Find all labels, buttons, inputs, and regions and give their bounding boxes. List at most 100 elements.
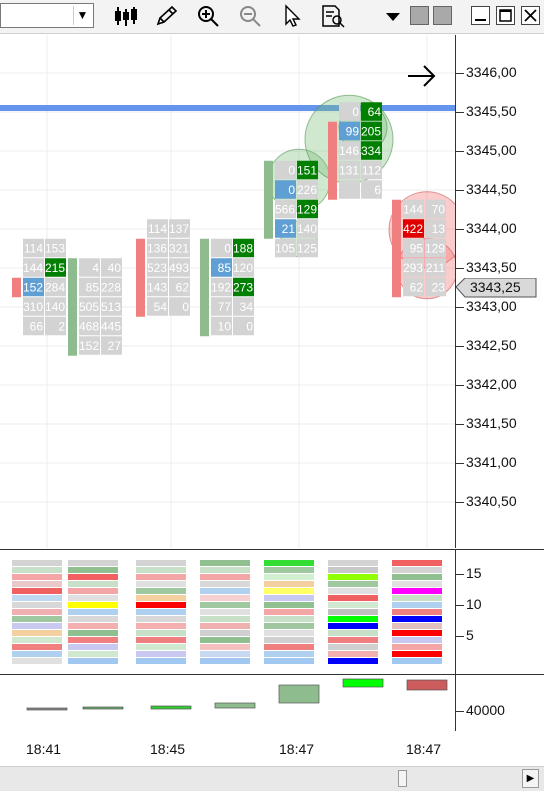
indicator-bar (342, 678, 384, 688)
volume-stack[interactable] (200, 560, 250, 664)
price-label: 3340,50 (466, 493, 517, 509)
bid-cell (211, 238, 232, 258)
bid-cell (403, 238, 424, 258)
delta-indicator-panel[interactable] (0, 674, 455, 731)
bid-volume: 152 (23, 280, 43, 294)
ask-cell (233, 297, 254, 316)
price-label: 3343,50 (466, 259, 517, 275)
ask-volume: 0 (182, 300, 189, 314)
ask-cell (45, 238, 66, 258)
pencil-icon[interactable] (154, 4, 180, 28)
bid-volume: 143 (147, 280, 167, 294)
bid-cell (275, 219, 296, 238)
bid-volume: 105 (275, 241, 295, 255)
volume-segment (12, 630, 62, 636)
indicator-axis: 40000 (455, 674, 544, 731)
ask-volume: 112 (362, 163, 381, 177)
ask-cell (45, 297, 66, 316)
ask-cell (361, 160, 382, 180)
candle-body (392, 199, 401, 298)
volume-stack[interactable] (68, 560, 118, 664)
bid-cell (79, 297, 100, 316)
bid-volume: 566 (275, 202, 295, 216)
ask-volume: 64 (368, 105, 382, 119)
scroll-right-arrow-icon[interactable]: ▶ (522, 769, 539, 788)
data-box-icon[interactable] (320, 4, 346, 28)
volume-stack[interactable] (392, 560, 442, 664)
volume-segment (200, 567, 250, 573)
bid-cell (211, 258, 232, 277)
volume-segment (264, 602, 314, 608)
bid-cell (79, 258, 100, 277)
price-tick (456, 73, 464, 74)
volume-stack[interactable] (12, 560, 62, 664)
bid-cell (79, 277, 100, 297)
volume-stack[interactable] (136, 560, 186, 664)
bid-cell (147, 277, 168, 297)
volume-segment (12, 651, 62, 657)
pointer-icon[interactable] (280, 4, 306, 28)
volume-tick (456, 574, 464, 575)
horizontal-scrollbar[interactable]: ▶ (0, 766, 544, 791)
time-label: 18:47 (406, 741, 442, 757)
volume-segment (328, 651, 378, 657)
volume-segment (264, 560, 314, 566)
minimize-icon[interactable] (471, 6, 490, 25)
volume-segment (264, 609, 314, 615)
ask-volume: 120 (233, 261, 253, 275)
zoom-in-icon[interactable] (196, 4, 222, 28)
volume-segment (200, 658, 250, 664)
candlestick-icon[interactable] (113, 4, 139, 28)
volume-segment (136, 574, 186, 580)
volume-segment (264, 651, 314, 657)
ask-cell (101, 297, 122, 316)
ask-cell (233, 277, 254, 297)
volume-segment (12, 560, 62, 566)
zoom-out-icon[interactable] (238, 4, 264, 28)
price-tick (456, 268, 464, 269)
ask-cell (45, 258, 66, 277)
window-square-2-icon[interactable] (433, 6, 452, 25)
bid-cell (275, 160, 296, 180)
chevron-down-icon[interactable]: ▼ (73, 6, 91, 25)
instrument-combo[interactable]: ▼ (0, 3, 94, 28)
ask-cell (169, 297, 190, 316)
indicator-bar (406, 679, 448, 691)
volume-stack[interactable] (264, 560, 314, 664)
candle-body (136, 238, 145, 317)
ask-volume: 34 (240, 300, 254, 314)
volume-segment (136, 637, 186, 643)
ask-cell (361, 141, 382, 160)
price-level-line[interactable] (0, 105, 455, 111)
volume-profile-panel[interactable] (0, 549, 455, 674)
ask-cell (297, 199, 318, 219)
ask-volume: 70 (432, 202, 446, 216)
ask-volume: 137 (169, 222, 189, 236)
window-square-icon[interactable] (410, 6, 429, 25)
volume-segment (200, 581, 250, 587)
volume-segment (200, 623, 250, 629)
volume-segment (328, 644, 378, 650)
volume-segment (392, 588, 442, 594)
indicator-tick (456, 711, 464, 712)
scroll-thumb[interactable] (398, 770, 407, 787)
maximize-icon[interactable] (496, 6, 515, 25)
ask-cell (233, 258, 254, 277)
arrow-right-icon[interactable] (406, 62, 438, 90)
current-price-label: 3343,25 (470, 279, 521, 295)
close-icon[interactable] (521, 6, 540, 25)
ask-volume: 140 (297, 222, 317, 236)
dropdown-icon[interactable] (381, 4, 407, 28)
volume-segment (264, 567, 314, 573)
price-label: 3343,00 (466, 298, 517, 314)
price-axis[interactable]: 3346,00 3345,50 3345,00 3344,50 3344,00 3343,… (455, 35, 544, 548)
volume-stack[interactable] (328, 560, 378, 664)
